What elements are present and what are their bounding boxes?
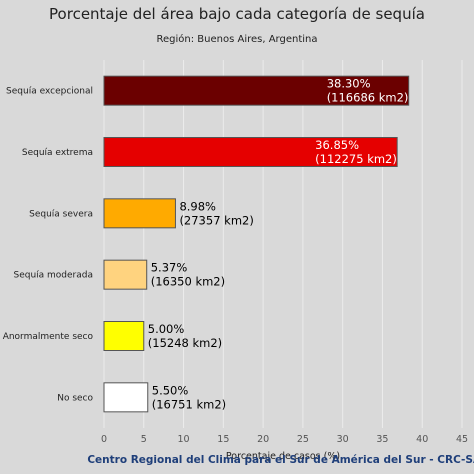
bar-data-label: (112275 km2): [315, 152, 397, 166]
bar-data-label: 5.50%: [152, 383, 189, 397]
bar-data-label: (16350 km2): [151, 275, 225, 289]
bar-data-label: (27357 km2): [179, 213, 253, 227]
bar: [103, 321, 145, 351]
chart-subtitle: Región: Buenos Aires, Argentina: [157, 33, 318, 45]
chart-title: Porcentaje del área bajo cada categoría …: [49, 5, 425, 23]
bar: [103, 259, 148, 290]
bar: [103, 382, 149, 413]
x-tick-label: 0: [101, 434, 107, 445]
bar: [103, 198, 176, 229]
bar-data-label: (116686 km2): [327, 91, 409, 105]
bars-group: 38.30%(116686 km2) 36.85%(112275 km2) 8.98…: [103, 75, 410, 413]
x-tick-label: 5: [141, 434, 147, 445]
category-label: Sequía severa: [29, 209, 93, 219]
x-tick-label: 30: [337, 434, 349, 445]
x-tick-label: 35: [376, 434, 388, 445]
x-tick-label: 20: [257, 434, 269, 445]
x-tick-label: 15: [217, 434, 229, 445]
category-label: Sequía moderada: [13, 271, 93, 281]
x-tick-label: 40: [416, 434, 428, 445]
bar-data-label: 5.37%: [151, 261, 188, 275]
bar-data-label: (15248 km2): [148, 336, 222, 350]
x-tick-labels: 0 5 10 15 20 25 30 35 40 45: [101, 434, 468, 445]
category-label: No seco: [57, 393, 93, 403]
grid-lines: [103, 60, 463, 428]
bar: [103, 137, 398, 167]
bar-data-label: (16751 km2): [152, 397, 226, 411]
bar-data-label: 36.85%: [315, 138, 359, 152]
x-tick-label: 45: [456, 434, 468, 445]
bar-data-label: 8.98%: [179, 199, 216, 213]
bar-data-label: 5.00%: [148, 322, 185, 336]
bar-data-label: 38.30%: [327, 77, 371, 91]
category-label: Sequía excepcional: [6, 87, 93, 97]
category-label: Anormalmente seco: [3, 332, 94, 342]
footer-credit: Centro Regional del Clima para el Sur de…: [87, 454, 474, 466]
x-axis-label: Porcentaje de casos (%): [226, 451, 340, 462]
x-tick-label: 10: [178, 434, 190, 445]
category-label: Sequía extrema: [22, 148, 93, 158]
category-labels: Sequía excepcional Sequía extrema Sequía s…: [3, 87, 94, 404]
bar: [103, 75, 410, 106]
x-tick-label: 25: [297, 434, 309, 445]
